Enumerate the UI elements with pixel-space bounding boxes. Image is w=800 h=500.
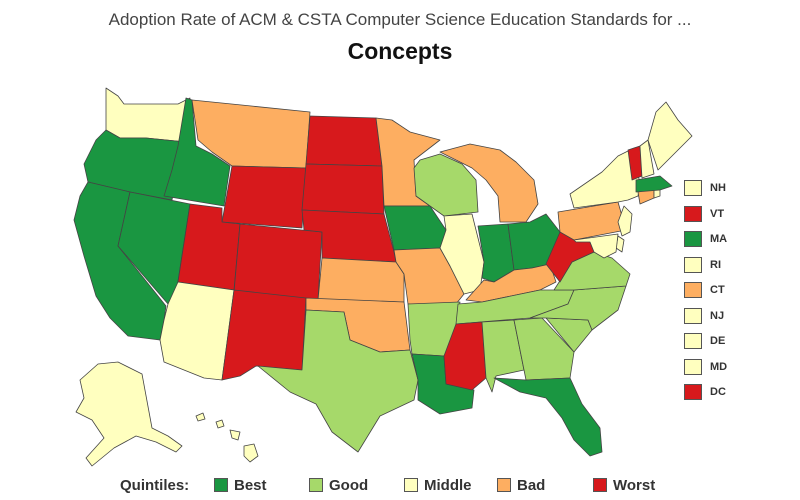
small-state-key-ma[interactable]: MA bbox=[684, 231, 764, 249]
legend-swatch bbox=[404, 478, 418, 492]
small-state-swatch bbox=[684, 307, 702, 324]
quintiles-legend: Quintiles: Best Good Middle Bad Worst bbox=[0, 477, 800, 497]
legend-label: Worst bbox=[613, 477, 656, 494]
chart-subtitle: Adoption Rate of ACM & CSTA Computer Sci… bbox=[108, 10, 692, 29]
state-south-dakota[interactable] bbox=[301, 163, 385, 215]
state-michigan[interactable] bbox=[439, 143, 539, 223]
small-state-label: CT bbox=[710, 284, 725, 296]
small-state-swatch bbox=[684, 333, 702, 349]
small-state-swatch bbox=[684, 205, 702, 222]
small-state-label: MA bbox=[710, 233, 728, 245]
small-state-label: NH bbox=[710, 182, 726, 194]
state-north-carolina[interactable] bbox=[529, 285, 627, 331]
state-new-hampshire[interactable] bbox=[639, 139, 655, 179]
state-iowa[interactable] bbox=[383, 205, 447, 251]
small-state-swatch bbox=[684, 384, 702, 400]
small-state-swatch bbox=[684, 358, 702, 375]
small-state-swatch bbox=[684, 180, 702, 196]
legend-swatch bbox=[497, 478, 511, 492]
small-state-label: RI bbox=[710, 258, 721, 271]
small-state-swatch bbox=[684, 231, 702, 247]
legend-swatch bbox=[214, 478, 228, 492]
state-new-jersey[interactable] bbox=[617, 205, 633, 237]
small-state-label: MD bbox=[710, 360, 728, 373]
small-state-swatch bbox=[684, 282, 702, 298]
legend-label: Middle bbox=[424, 477, 472, 494]
small-state-label: NJ bbox=[710, 309, 725, 322]
state-florida[interactable] bbox=[493, 377, 603, 457]
small-state-key-ri[interactable]: RI bbox=[684, 256, 764, 275]
state-maryland[interactable] bbox=[573, 233, 619, 259]
state-hawaii[interactable] bbox=[195, 412, 259, 463]
state-colorado[interactable] bbox=[233, 223, 323, 301]
state-texas[interactable] bbox=[257, 309, 419, 453]
state-idaho[interactable] bbox=[163, 97, 231, 207]
state-massachusetts[interactable] bbox=[635, 175, 673, 193]
state-wisconsin[interactable] bbox=[413, 153, 479, 217]
state-kansas[interactable] bbox=[317, 257, 405, 303]
small-state-swatch bbox=[684, 256, 702, 273]
small-state-label: DE bbox=[710, 335, 726, 347]
small-state-key-md[interactable]: MD bbox=[684, 358, 764, 377]
small-state-key-nj[interactable]: NJ bbox=[684, 307, 764, 326]
chart-title: Concepts bbox=[347, 38, 453, 64]
legend-swatch bbox=[593, 478, 607, 492]
small-state-key-vt[interactable]: VT bbox=[684, 205, 764, 224]
small-state-label: DC bbox=[710, 386, 726, 398]
small-state-key-dc[interactable]: DC bbox=[684, 384, 764, 402]
state-illinois[interactable] bbox=[439, 213, 485, 295]
state-washington[interactable] bbox=[105, 87, 191, 143]
state-north-dakota[interactable] bbox=[305, 115, 383, 167]
legend-title: Quintiles: bbox=[120, 477, 190, 494]
legend-label: Good bbox=[329, 477, 369, 494]
legend-label: Bad bbox=[517, 477, 546, 494]
legend-swatch bbox=[309, 478, 323, 492]
state-arizona[interactable] bbox=[159, 281, 235, 381]
legend-label: Best bbox=[234, 477, 267, 494]
state-alaska[interactable] bbox=[75, 361, 183, 467]
state-maine[interactable] bbox=[647, 101, 693, 171]
state-wyoming[interactable] bbox=[221, 165, 307, 229]
small-state-key-de[interactable]: DE bbox=[684, 333, 764, 351]
small-state-key-ct[interactable]: CT bbox=[684, 282, 764, 300]
small-state-label: VT bbox=[710, 207, 725, 220]
small-state-key-nh[interactable]: NH bbox=[684, 180, 764, 198]
